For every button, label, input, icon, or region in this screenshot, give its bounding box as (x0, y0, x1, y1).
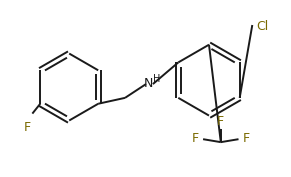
Text: Cl: Cl (256, 21, 269, 33)
Text: F: F (24, 121, 31, 135)
Text: F: F (242, 132, 250, 145)
Text: F: F (192, 132, 199, 145)
Text: N: N (143, 77, 153, 90)
Text: F: F (217, 115, 224, 128)
Text: H: H (153, 74, 161, 84)
